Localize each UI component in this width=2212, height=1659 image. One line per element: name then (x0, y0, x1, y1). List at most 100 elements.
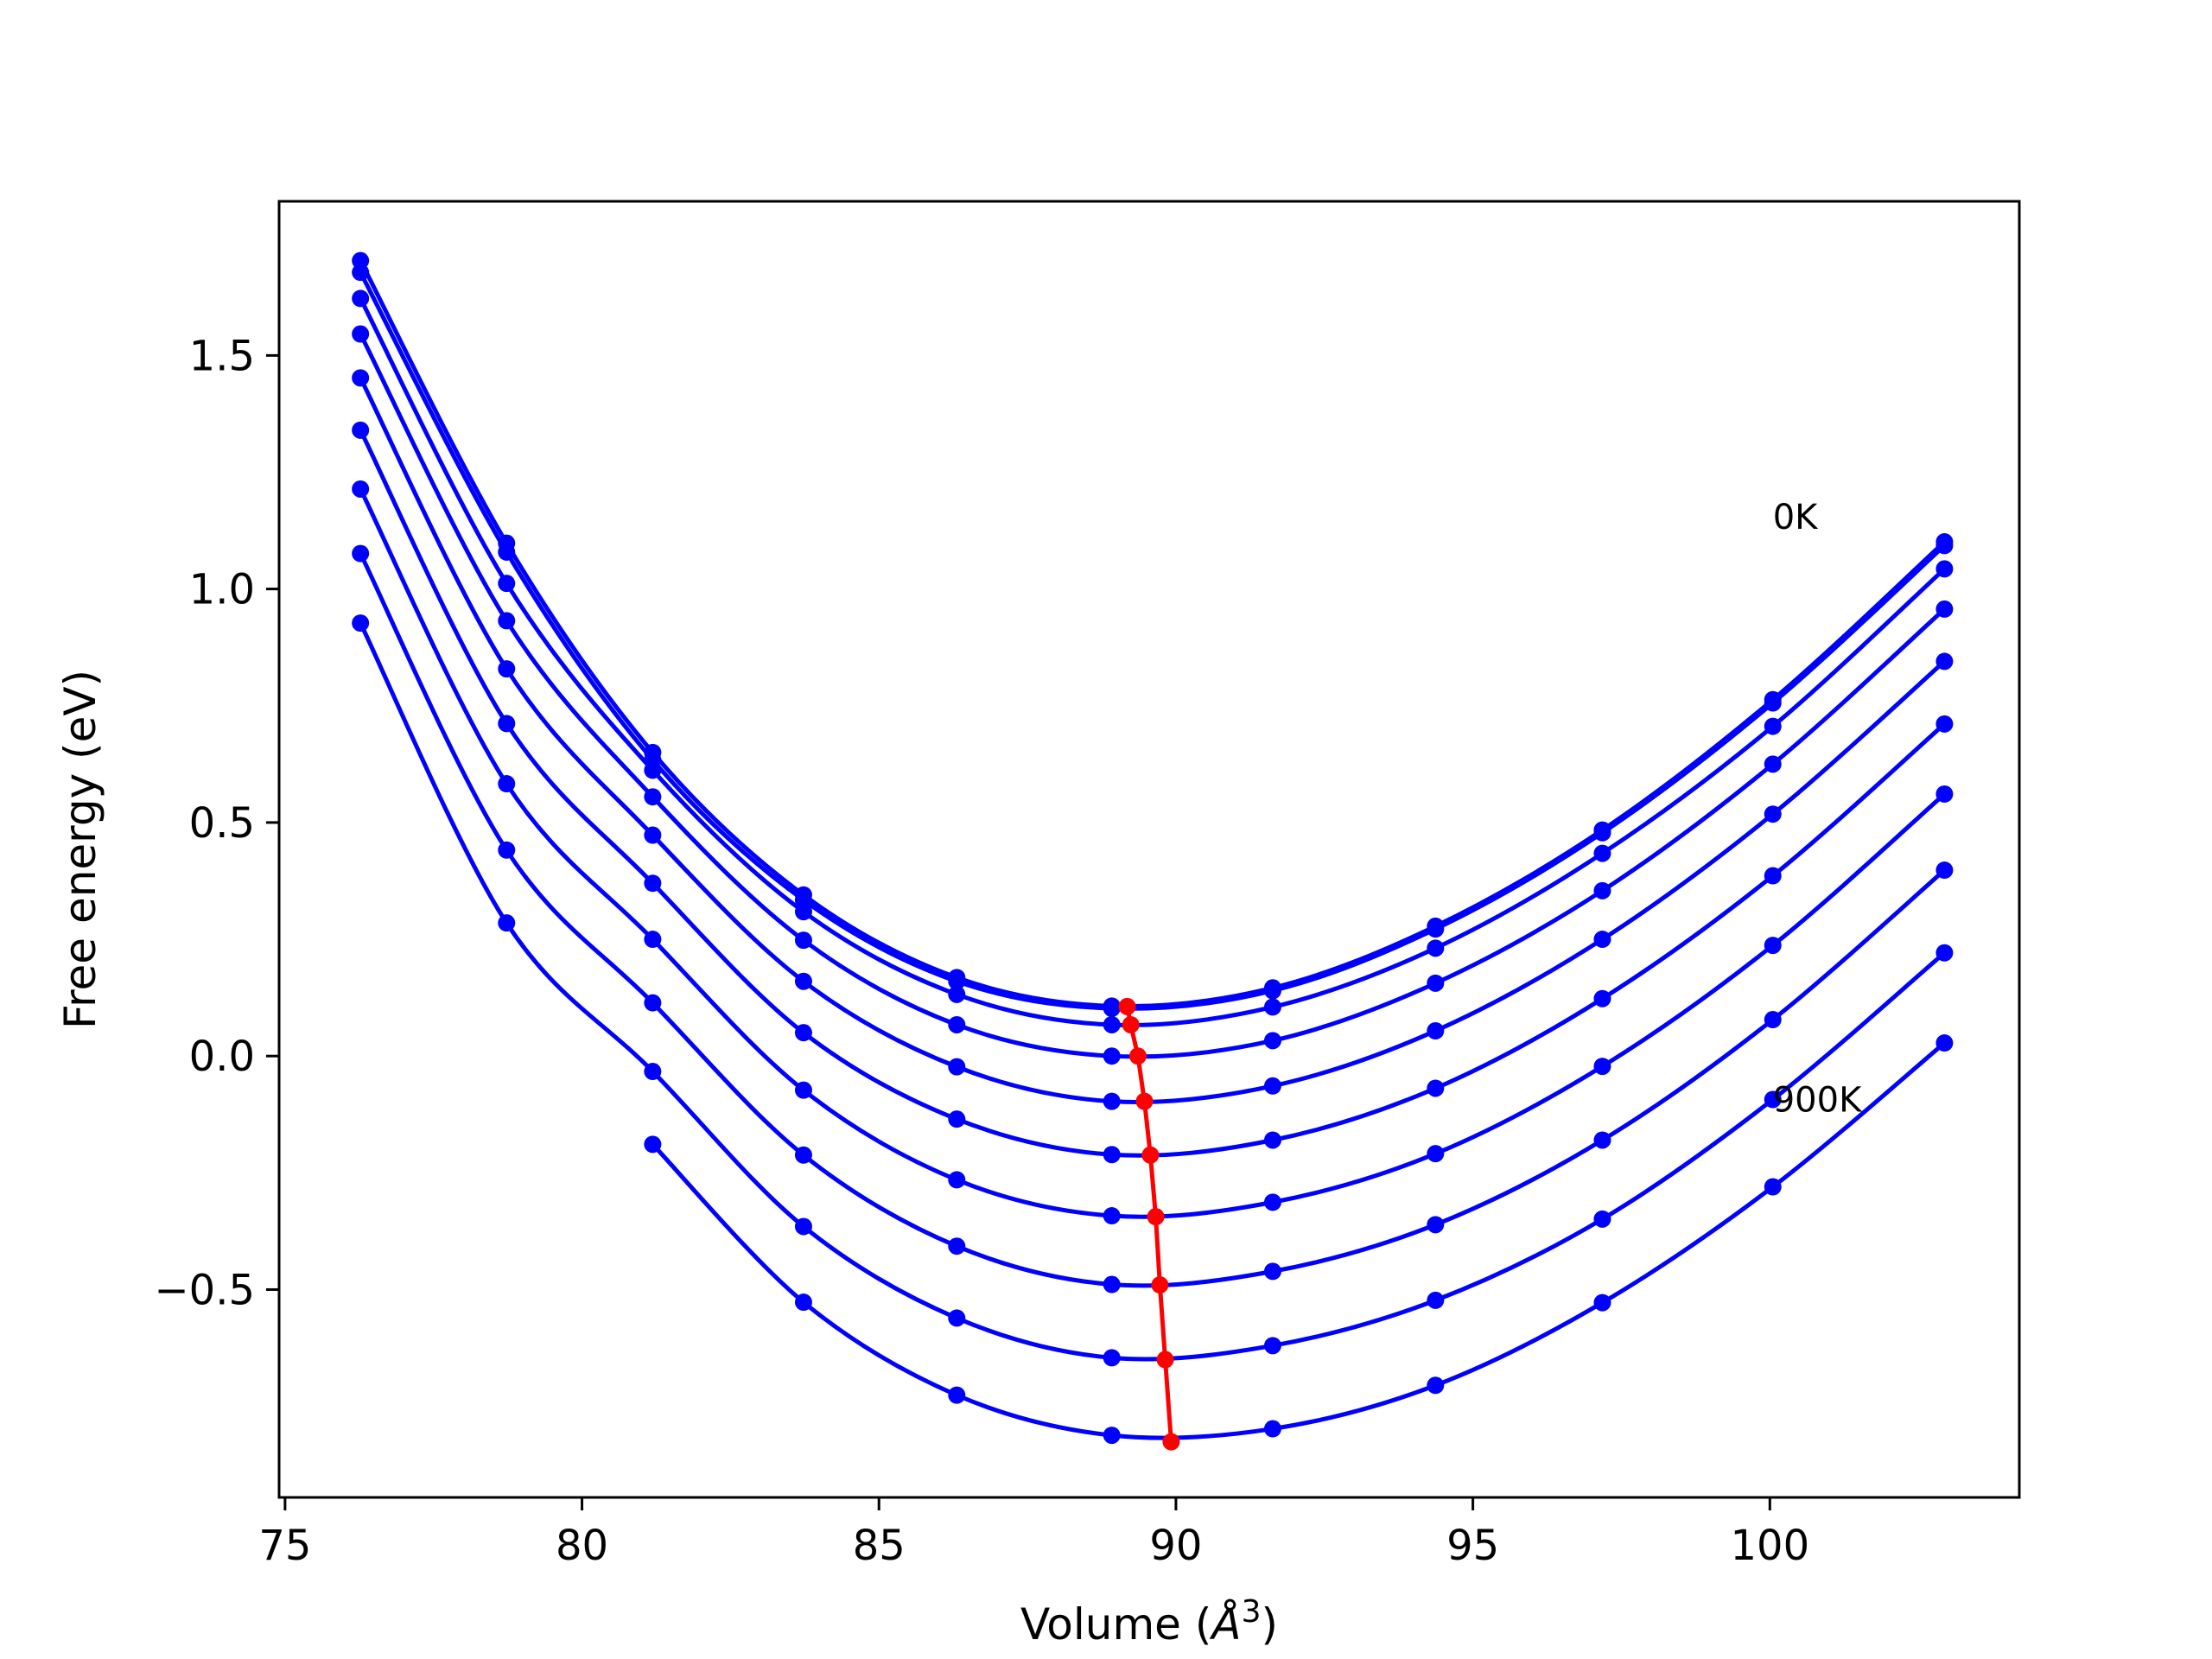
minimum-point-1 (1122, 1015, 1140, 1033)
minimum-point-6 (1151, 1276, 1169, 1294)
series-2-point-7 (1427, 939, 1445, 957)
series-3-point-5 (1103, 1047, 1121, 1065)
series-8-point-5 (1103, 1349, 1121, 1367)
series-line-2 (358, 297, 1947, 1027)
series-8-point-3 (794, 1217, 812, 1236)
series-1-point-4 (948, 972, 966, 990)
series-4-point-8 (1593, 931, 1611, 949)
minimum-point-2 (1128, 1047, 1147, 1065)
series-3-point-3 (794, 931, 812, 950)
series-line-6 (358, 487, 1947, 1219)
series-8-point-8 (1593, 1210, 1611, 1228)
series-5-point-9 (1764, 867, 1782, 885)
series-7-point-8 (1593, 1131, 1611, 1149)
series-line-7 (358, 552, 1947, 1288)
series-2-point-6 (1263, 998, 1281, 1016)
series-7-point-3 (794, 1146, 812, 1164)
y-axis-label: Free energy (eV) (55, 670, 105, 1029)
series-2-point-3 (794, 903, 812, 921)
series-1-point-8 (1593, 823, 1611, 842)
series-6-point-5 (1103, 1207, 1121, 1225)
series-line-8 (358, 622, 1947, 1362)
series-line-1 (358, 271, 1947, 1011)
minimum-point-4 (1141, 1146, 1160, 1164)
annotations: 0K 900K (1773, 498, 1863, 1121)
series-2-point-2 (644, 761, 662, 779)
y-tick-label-1: 0.0 (189, 1033, 255, 1081)
series-6-point-10 (1936, 785, 1954, 803)
series-9-point-2 (644, 1135, 662, 1154)
series-2-point-4 (948, 985, 966, 1003)
series-5-point-6 (1263, 1131, 1281, 1149)
series-1-point-0 (352, 264, 370, 282)
minimum-point-5 (1147, 1208, 1165, 1226)
series-2-point-1 (498, 575, 516, 593)
series-7-point-0 (352, 544, 370, 563)
series-line-5 (358, 429, 1947, 1158)
series-1-point-10 (1936, 537, 1954, 555)
minimum-line-layer (1118, 997, 1180, 1451)
series-1-point-7 (1427, 920, 1445, 938)
series-8-point-1 (498, 914, 516, 932)
series-8-point-2 (644, 1063, 662, 1081)
series-3-point-10 (1936, 600, 1954, 618)
x-tick-label-85: 85 (853, 1522, 906, 1570)
series-4-point-3 (794, 972, 812, 990)
y-tick-label-3: 1.0 (189, 566, 255, 614)
series-6-point-0 (352, 480, 370, 498)
series-2-point-8 (1593, 844, 1611, 862)
series-7-point-10 (1936, 861, 1954, 880)
series-line-0 (358, 259, 1947, 1009)
series-4-point-4 (948, 1058, 966, 1076)
x-tick-label-75: 75 (258, 1522, 311, 1570)
series-7-point-9 (1764, 1011, 1782, 1029)
series-9-point-10 (1936, 1034, 1954, 1052)
series-5-point-1 (498, 715, 516, 733)
series-6-point-4 (948, 1171, 966, 1189)
minimum-point-8 (1162, 1433, 1180, 1451)
series-2-point-10 (1936, 560, 1954, 578)
series-5-point-2 (644, 874, 662, 893)
series-6-point-6 (1263, 1193, 1281, 1211)
x-axis-label: Volume (Å3) (1020, 1594, 1278, 1649)
series-2-point-5 (1103, 1015, 1121, 1033)
series-5-point-5 (1103, 1146, 1121, 1164)
series-9-point-4 (948, 1386, 966, 1404)
series-4-point-6 (1263, 1077, 1281, 1095)
series-7-point-5 (1103, 1275, 1121, 1294)
series-line-4 (358, 377, 1947, 1105)
series-9-point-8 (1593, 1294, 1611, 1312)
series-4-point-7 (1427, 1022, 1445, 1039)
series-line-3 (358, 333, 1947, 1059)
series-6-point-7 (1427, 1145, 1445, 1163)
series-6-point-8 (1593, 1058, 1611, 1076)
series-8-point-10 (1936, 944, 1954, 962)
y-tick-label-0: −0.5 (154, 1266, 255, 1314)
series-6-point-2 (644, 931, 662, 949)
series-9-point-9 (1764, 1178, 1782, 1196)
series-3-point-7 (1427, 974, 1445, 992)
y-tick-label-2: 0.5 (189, 799, 255, 848)
x-tick-label-95: 95 (1446, 1522, 1499, 1570)
series-7-point-6 (1263, 1262, 1281, 1281)
series-9-point-3 (794, 1294, 812, 1312)
series-6-point-9 (1764, 937, 1782, 955)
annotation-1: 900K (1773, 1080, 1863, 1120)
x-tick-label-90: 90 (1149, 1522, 1202, 1570)
series-9-point-7 (1427, 1376, 1445, 1395)
series-5-point-4 (948, 1110, 966, 1128)
series-4-point-9 (1764, 805, 1782, 823)
plot-frame (277, 200, 2021, 1499)
series-8-point-4 (948, 1309, 966, 1327)
series-3-point-4 (948, 1015, 966, 1033)
series-3-point-8 (1593, 881, 1611, 899)
series-1-point-9 (1764, 694, 1782, 712)
y-axis-ticks: −0.5 0.0 0.5 1.0 1.5 (154, 332, 279, 1314)
series-8-point-9 (1764, 1090, 1782, 1109)
series-3-point-9 (1764, 755, 1782, 773)
minimum-point-7 (1156, 1351, 1174, 1369)
series-7-point-2 (644, 994, 662, 1012)
x-tick-label-80: 80 (556, 1522, 608, 1570)
series-1-point-5 (1103, 1000, 1121, 1018)
